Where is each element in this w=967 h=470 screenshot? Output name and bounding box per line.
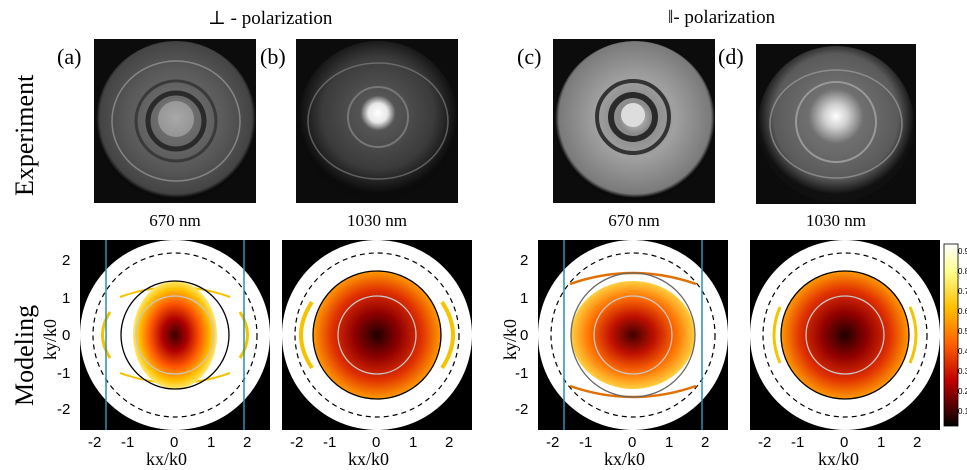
- x-tick: 0: [170, 434, 179, 451]
- x-tick: -2: [546, 434, 560, 451]
- perp-polarization-heading: ⊥ - polarization: [208, 8, 333, 29]
- y-tick: -2: [57, 401, 71, 418]
- par-polarization-heading: ‖- polarization: [668, 7, 776, 28]
- experiment-image-c: [553, 39, 715, 203]
- colorbar-tick: 0.7: [958, 287, 967, 296]
- wavelength-label-c: 670 nm: [608, 211, 660, 230]
- y-tick: -2: [515, 401, 529, 418]
- x-tick: -1: [791, 434, 805, 451]
- wavelength-label-a: 670 nm: [149, 211, 201, 230]
- x-tick: 1: [665, 434, 674, 451]
- y-tick: 1: [520, 290, 529, 307]
- panel-letter-d: (d): [718, 44, 744, 69]
- colorbar-tick: 0.6: [958, 307, 967, 316]
- y-tick: -1: [57, 365, 71, 382]
- wavelength-label-d: 1030 nm: [806, 211, 866, 230]
- x-tick: 1: [409, 434, 418, 451]
- y-tick: 2: [520, 252, 529, 269]
- colorbar-ticks: 0.9 0.8 0.7 0.6 0.5 0.4 0.3 0.2 0.1: [958, 242, 967, 422]
- colorbar-tick: 0.3: [958, 367, 967, 376]
- colorbar-tick: 0.4: [958, 347, 967, 356]
- x-tick: -1: [323, 434, 337, 451]
- model-panel-d: [750, 240, 940, 430]
- x-tick: 0: [628, 434, 637, 451]
- y-axis-label-a: ky/k0: [40, 318, 60, 360]
- model-panel-b: [282, 240, 472, 430]
- panel-letter-b: (b): [260, 44, 286, 69]
- x-axis-label-d: kx/k0: [818, 449, 860, 469]
- x-tick: 2: [701, 434, 710, 451]
- colorbar: [943, 243, 959, 427]
- x-axis-label-c: kx/k0: [604, 449, 646, 469]
- x-tick: -2: [758, 434, 772, 451]
- y-tick: 0: [62, 327, 71, 344]
- x-axis-label-b: kx/k0: [348, 449, 390, 469]
- x-tick: 2: [243, 434, 252, 451]
- x-tick: 0: [372, 434, 381, 451]
- y-axis-label-c: ky/k0: [500, 318, 520, 360]
- experiment-image-b: [296, 39, 458, 203]
- y-tick: 2: [62, 252, 71, 269]
- x-tick: -1: [121, 434, 135, 451]
- x-tick: -2: [88, 434, 102, 451]
- model-panel-a: [80, 240, 270, 430]
- panel-letter-a: (a): [57, 44, 82, 69]
- colorbar-tick: 0.8: [958, 267, 967, 276]
- colorbar-tick: 0.9: [958, 247, 967, 256]
- experiment-row-label: Experiment: [10, 74, 39, 196]
- panel-letter-c: (c): [517, 44, 542, 69]
- y-tick: 1: [62, 290, 71, 307]
- modeling-row: [80, 240, 959, 430]
- colorbar-tick: 0.5: [958, 327, 967, 336]
- x-tick: 0: [840, 434, 849, 451]
- wavelength-label-b: 1030 nm: [347, 211, 407, 230]
- x-tick: 1: [207, 434, 216, 451]
- y-tick: 0: [520, 327, 529, 344]
- x-tick: 1: [877, 434, 886, 451]
- x-tick: 2: [445, 434, 454, 451]
- model-panel-c: [538, 240, 728, 430]
- x-tick: -1: [579, 434, 593, 451]
- colorbar-tick: 0.1: [958, 407, 967, 416]
- colorbar-tick: 0.2: [958, 387, 967, 396]
- experiment-image-d: [756, 44, 916, 204]
- y-tick: -1: [515, 365, 529, 382]
- experiment-image-a: [94, 39, 256, 203]
- x-axis-label-a: kx/k0: [146, 449, 188, 469]
- x-tick: 2: [913, 434, 922, 451]
- x-tick: -2: [290, 434, 304, 451]
